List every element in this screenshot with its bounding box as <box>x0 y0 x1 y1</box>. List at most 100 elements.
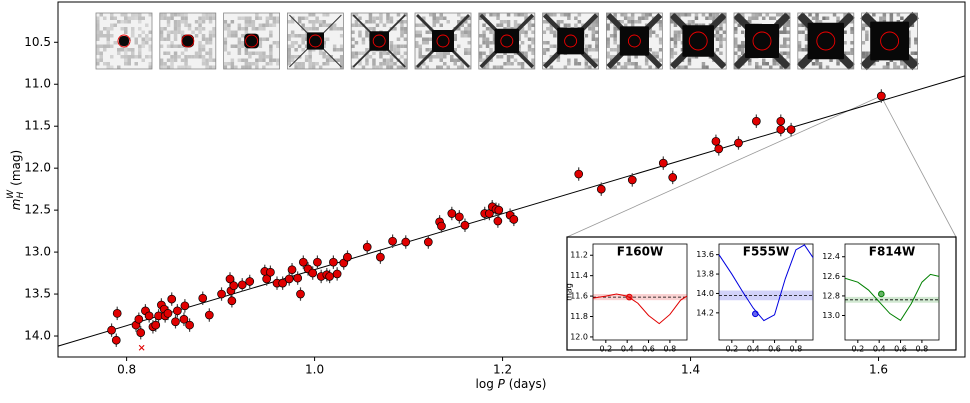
thumb-pixel <box>311 13 316 17</box>
thumb-pixel <box>496 65 500 69</box>
x-tick-label: 1.0 <box>305 363 324 377</box>
thumb-pixel <box>903 62 908 66</box>
thumb-pixel <box>187 55 192 59</box>
thumb-pixel <box>212 27 216 31</box>
thumb-pixel <box>184 62 188 66</box>
thumb-pixel <box>386 58 390 62</box>
thumb-pixel <box>99 13 103 17</box>
thumb-pixel <box>294 41 298 45</box>
thumb-pixel <box>106 34 110 38</box>
thumb-pixel <box>297 62 302 66</box>
thumb-pixel <box>223 62 228 66</box>
data-point <box>776 125 786 134</box>
thumb-pixel <box>159 65 164 69</box>
thumb-pixel <box>520 13 525 17</box>
thumb-pixel <box>588 27 592 31</box>
x-tick-label: 0.6 <box>642 345 655 354</box>
x-tick-label: 0.6 <box>768 345 781 354</box>
thumb-pixel <box>613 30 617 34</box>
thumb-pixel <box>96 27 100 31</box>
thumb-pixel <box>531 62 535 66</box>
thumb-pixel <box>658 23 663 27</box>
thumb-pixel <box>818 20 823 24</box>
thumb-pixel <box>99 55 103 59</box>
thumb-pixel <box>520 27 525 31</box>
thumb-pixel <box>372 16 376 20</box>
thumb-pixel <box>415 65 419 69</box>
thumb-pixel <box>301 16 305 20</box>
thumb-pixel <box>141 16 145 20</box>
thumb-pixel <box>783 30 787 34</box>
thumb-pixel <box>588 55 592 59</box>
thumb-pixel <box>163 27 167 31</box>
thumb-pixel <box>609 34 614 38</box>
thumb-pixel <box>914 41 918 45</box>
thumb-pixel <box>230 30 235 34</box>
thumb-pixel <box>194 55 199 59</box>
thumb-pixel <box>506 13 511 17</box>
thumb-pixel <box>311 20 316 24</box>
thumb-pixel <box>170 55 174 59</box>
thumb-pixel <box>124 27 128 31</box>
thumb-pixel <box>829 58 833 62</box>
thumb-pixel <box>591 58 596 62</box>
thumb-pixel <box>758 65 762 69</box>
thumb-aperture <box>117 34 131 48</box>
thumb-pixel <box>400 30 404 34</box>
thumb-pixel <box>542 13 547 17</box>
thumb-pixel <box>187 65 192 69</box>
thumb-pixel <box>290 41 295 45</box>
thumb-pixel <box>269 30 273 34</box>
thumb-pixel <box>485 65 490 69</box>
thumb-pixel <box>368 20 373 24</box>
thumb-pixel <box>290 30 295 34</box>
thumb-pixel <box>403 27 408 31</box>
thumb-pixel <box>418 23 422 27</box>
thumb-pixel <box>893 65 897 69</box>
thumb-pixel <box>658 48 663 52</box>
thumb-pixel <box>99 58 103 62</box>
thumb-pixel <box>110 16 114 20</box>
thumb-pixel <box>606 27 610 31</box>
thumb-pixel <box>368 13 373 17</box>
thumb-pixel <box>294 65 298 69</box>
thumb-pixel <box>354 23 359 27</box>
thumb-pixel <box>194 20 199 24</box>
thumb-pixel <box>872 13 876 17</box>
data-point <box>287 265 297 275</box>
thumb-pixel <box>670 48 674 52</box>
thumb-pixel <box>290 58 295 62</box>
data-point <box>173 306 182 316</box>
thumb-pixel <box>783 41 787 45</box>
thumb-pixel <box>117 51 121 55</box>
y-label-unit: (mag) <box>9 150 23 186</box>
thumb-pixel <box>630 16 635 20</box>
thumb-pixel <box>389 20 394 24</box>
thumb-pixel <box>616 48 621 52</box>
thumb-pixel <box>804 34 809 38</box>
thumb-pixel <box>613 13 617 17</box>
thumb-pixel <box>173 34 178 38</box>
thumb-pixel <box>124 62 128 66</box>
thumb-pixel <box>96 58 100 62</box>
thumb-pixel <box>613 34 617 38</box>
thumb-pixel <box>815 20 819 24</box>
thumb-pixel <box>393 44 397 48</box>
x-tick-label: 0.2 <box>599 345 612 354</box>
thumb-pixel <box>843 51 847 55</box>
y-tick-label: 13.8 <box>696 270 714 279</box>
thumb-pixel <box>389 65 394 69</box>
thumb-pixel <box>339 55 344 59</box>
y-tick-label: 11.5 <box>24 119 51 133</box>
y-label-sup: W <box>6 189 16 199</box>
thumb-pixel <box>836 16 840 20</box>
thumb-pixel <box>389 48 394 52</box>
y-label-symbol: m <box>9 199 23 211</box>
thumb-pixel <box>290 55 295 59</box>
thumb-pixel <box>120 44 124 48</box>
thumb-pixel <box>850 65 854 69</box>
thumb-pixel <box>255 13 259 17</box>
thumb-pixel <box>492 13 497 17</box>
y-tick-label: 13.0 <box>822 311 840 320</box>
thumb-pixel <box>106 65 110 69</box>
